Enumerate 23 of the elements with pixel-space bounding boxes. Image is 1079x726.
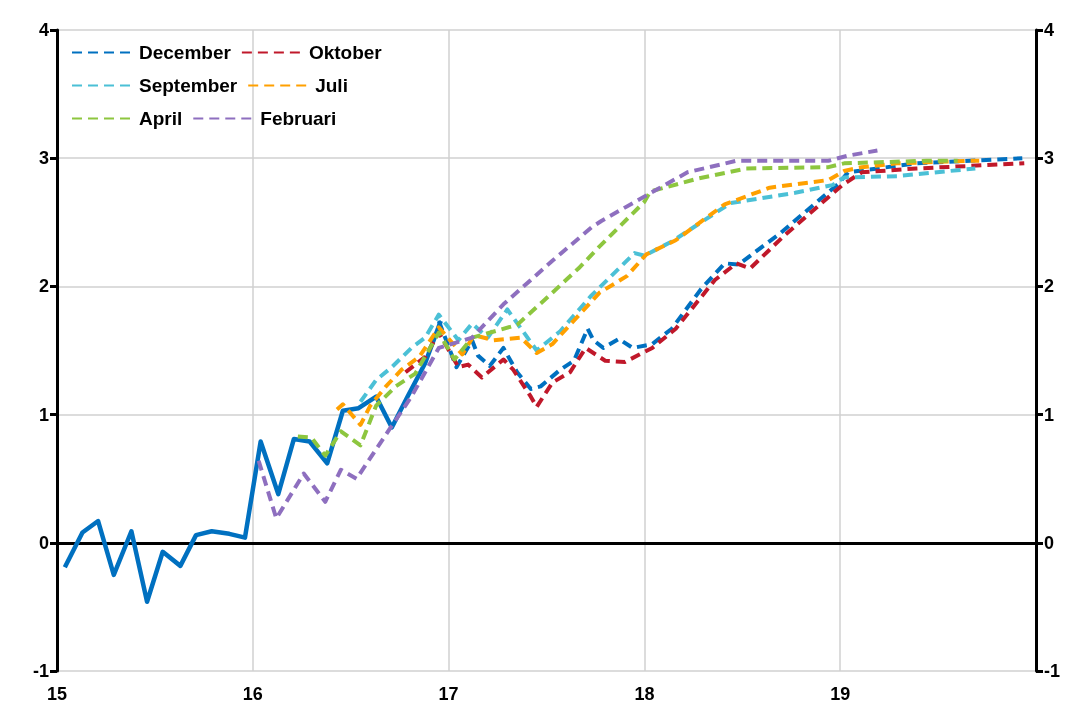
- x-tick-label: 19: [830, 684, 851, 704]
- x-tick-label: 15: [46, 684, 68, 704]
- y2-tick-label: -1: [1044, 661, 1061, 681]
- legend-label: Juli: [315, 75, 348, 96]
- legend-label: Februari: [260, 108, 337, 129]
- x-tick-label: 17: [438, 684, 459, 704]
- y-tick-label: 2: [38, 276, 49, 297]
- x-tick-label: 16: [242, 684, 263, 704]
- y2-tick-label: 3: [1044, 148, 1055, 169]
- legend-label: April: [139, 108, 183, 129]
- legend-label: Oktober: [308, 42, 383, 63]
- y-tick-label: 1: [38, 404, 49, 425]
- y2-tick-label: 2: [1044, 276, 1055, 297]
- y-tick-label: 3: [38, 148, 49, 169]
- legend-label: September: [139, 75, 238, 96]
- y2-tick-label: 0: [1044, 532, 1055, 553]
- y2-tick-label: 1: [1044, 404, 1055, 425]
- y-tick-label: 4: [38, 20, 49, 40]
- legend-label: December: [139, 42, 232, 63]
- y2-tick-label: 4: [1044, 20, 1055, 40]
- x-tick-label: 18: [634, 684, 655, 704]
- y-tick-label: 0: [38, 532, 49, 553]
- y-tick-label: -1: [32, 661, 49, 681]
